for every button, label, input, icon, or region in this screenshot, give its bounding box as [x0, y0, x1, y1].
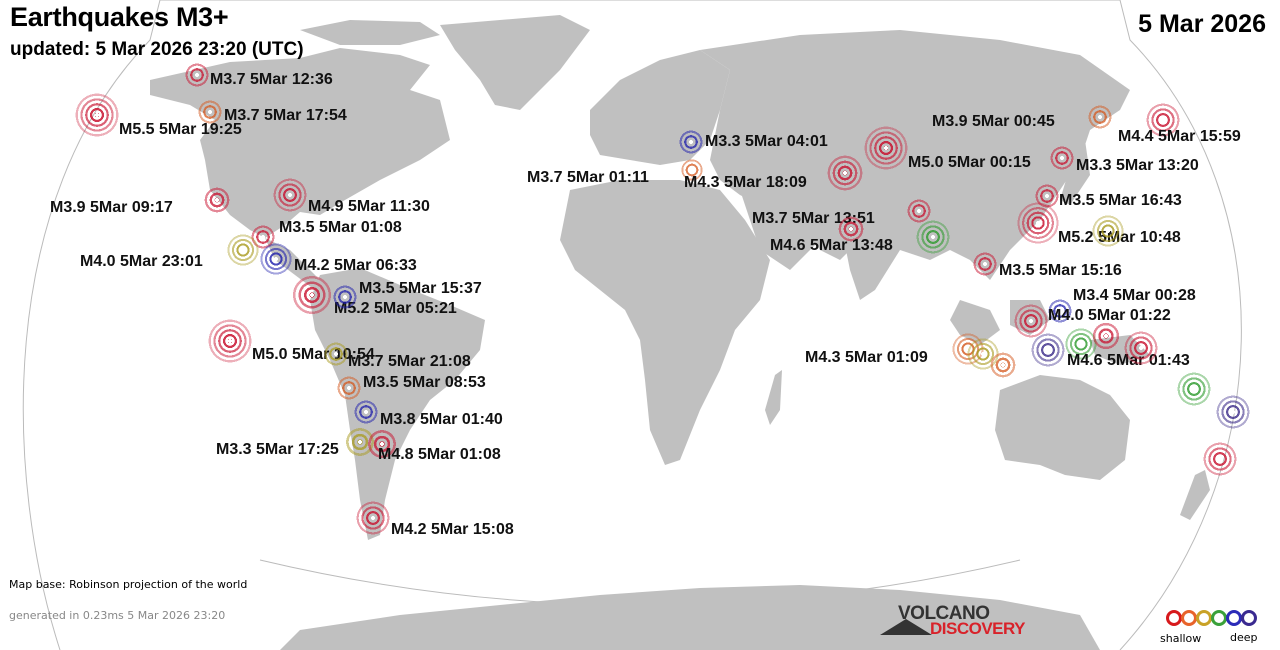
- quake-label: M3.7 5Mar 17:54: [224, 107, 347, 124]
- quake-label: M4.0 5Mar 01:22: [1048, 307, 1171, 324]
- quake-label: M3.8 5Mar 01:40: [380, 411, 503, 428]
- quake-ring-icon[interactable]: [825, 153, 865, 193]
- quake-label: M3.7 5Mar 12:36: [210, 71, 333, 88]
- quake-ring-icon[interactable]: [335, 374, 363, 402]
- depth-legend: shallow deep: [1160, 610, 1270, 650]
- quake-label: M3.3 5Mar 13:20: [1076, 157, 1199, 174]
- quake-ring-icon[interactable]: [1175, 370, 1213, 408]
- quake-label: M3.3 5Mar 17:25: [216, 441, 339, 458]
- quake-label: M3.5 5Mar 08:53: [363, 374, 486, 391]
- quake-ring-icon[interactable]: [271, 176, 309, 214]
- quake-label: M3.9 5Mar 00:45: [932, 113, 1055, 130]
- quake-ring-icon[interactable]: [183, 61, 211, 89]
- map-date: 5 Mar 2026: [1138, 10, 1266, 38]
- quake-label: M3.5 5Mar 15:16: [999, 262, 1122, 279]
- quake-label: M3.5 5Mar 16:43: [1059, 192, 1182, 209]
- quake-label: M3.9 5Mar 09:17: [50, 199, 173, 216]
- depth-ring-icon: [1226, 610, 1242, 626]
- logo-text-volcano: VOLCANO: [898, 603, 990, 624]
- quake-ring-icon[interactable]: [914, 218, 952, 256]
- quake-ring-icon[interactable]: [202, 185, 232, 215]
- quake-ring-icon[interactable]: [1201, 440, 1239, 478]
- map-base-note: Map base: Robinson projection of the wor…: [9, 578, 248, 591]
- quake-ring-icon[interactable]: [1029, 331, 1067, 369]
- quake-label: M4.6 5Mar 13:48: [770, 237, 893, 254]
- depth-ring-icon: [1166, 610, 1182, 626]
- quake-ring-icon[interactable]: [331, 283, 359, 311]
- quake-ring-icon[interactable]: [1144, 101, 1182, 139]
- quake-ring-icon[interactable]: [1046, 297, 1074, 325]
- page-title: Earthquakes M3+: [10, 2, 229, 32]
- quake-label: M3.7 5Mar 01:11: [527, 169, 649, 186]
- quake-ring-icon[interactable]: [1048, 144, 1076, 172]
- quake-ring-icon[interactable]: [1090, 320, 1122, 352]
- quake-ring-icon[interactable]: [1090, 213, 1126, 249]
- quake-ring-icon[interactable]: [354, 499, 392, 537]
- quake-ring-icon[interactable]: [365, 427, 399, 461]
- quake-ring-icon[interactable]: [1122, 329, 1160, 367]
- quake-label: M4.2 5Mar 15:08: [391, 521, 514, 538]
- quake-ring-icon[interactable]: [73, 91, 121, 139]
- updated-timestamp: updated: 5 Mar 2026 23:20 (UTC): [10, 39, 304, 60]
- quake-label: M3.5 5Mar 01:08: [279, 219, 402, 236]
- quake-label: M5.2 5Mar 05:21: [334, 300, 457, 317]
- quake-ring-icon[interactable]: [1214, 393, 1252, 431]
- quake-ring-icon[interactable]: [225, 232, 261, 268]
- depth-ring-icon: [1211, 610, 1227, 626]
- quake-label: M4.8 5Mar 01:08: [378, 446, 501, 463]
- quake-label: M4.2 5Mar 06:33: [294, 257, 417, 274]
- quake-label: M3.7 5Mar 21:08: [348, 353, 471, 370]
- legend-shallow-label: shallow: [1160, 632, 1202, 645]
- quake-label: M5.0 5Mar 00:15: [908, 154, 1031, 171]
- quake-ring-icon[interactable]: [196, 98, 224, 126]
- quake-ring-icon[interactable]: [988, 350, 1018, 380]
- quake-ring-icon[interactable]: [1015, 200, 1061, 246]
- quake-label: M4.0 5Mar 23:01: [80, 253, 203, 270]
- quake-label: M3.3 5Mar 04:01: [705, 133, 828, 150]
- quake-ring-icon[interactable]: [862, 124, 910, 172]
- logo-text-discovery: DISCOVERY: [930, 619, 1026, 638]
- volcanodiscovery-logo[interactable]: VOLCANO DISCOVERY: [880, 603, 1040, 639]
- quake-label: M4.3 5Mar 18:09: [684, 174, 807, 191]
- quake-ring-icon[interactable]: [677, 128, 705, 156]
- depth-ring-icon: [1181, 610, 1197, 626]
- quake-ring-icon[interactable]: [352, 398, 380, 426]
- legend-deep-label: deep: [1230, 631, 1258, 644]
- depth-ring-icon: [1196, 610, 1212, 626]
- quake-ring-icon[interactable]: [322, 340, 350, 368]
- quake-ring-icon[interactable]: [679, 157, 705, 183]
- quake-label: M3.5 5Mar 15:37: [359, 280, 482, 297]
- quake-ring-icon[interactable]: [1086, 103, 1114, 131]
- quake-ring-icon[interactable]: [258, 241, 294, 277]
- quake-ring-icon[interactable]: [290, 273, 334, 317]
- depth-ring-icon: [1241, 610, 1257, 626]
- quake-label: M4.9 5Mar 11:30: [308, 198, 430, 215]
- quake-ring-icon[interactable]: [206, 317, 254, 365]
- quake-label: M4.4 5Mar 15:59: [1118, 128, 1241, 145]
- quake-ring-icon[interactable]: [971, 250, 999, 278]
- quake-label: M3.4 5Mar 00:28: [1073, 287, 1196, 304]
- volcano-icon: [880, 619, 932, 635]
- quake-ring-icon[interactable]: [836, 214, 866, 244]
- generated-note: generated in 0.23ms 5 Mar 2026 23:20: [9, 609, 226, 622]
- depth-legend-rings: [1166, 610, 1257, 626]
- quake-label: M4.3 5Mar 01:09: [805, 349, 928, 366]
